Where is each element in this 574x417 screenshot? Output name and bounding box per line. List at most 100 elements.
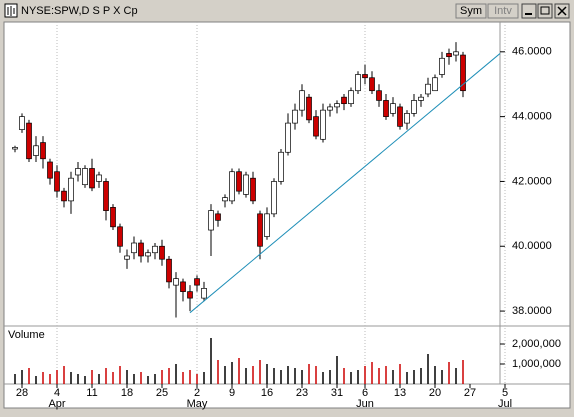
candle-body: [341, 96, 347, 105]
y-tick-label: 38.0000: [512, 305, 552, 317]
window-title: NYSE:SPW,D S P X Cp: [21, 5, 138, 17]
candle-body: [390, 103, 396, 114]
x-tick-label: 18: [121, 387, 133, 399]
candle-body: [194, 278, 200, 286]
trendline: [189, 53, 501, 314]
candle-body: [313, 116, 319, 137]
candle-body: [47, 161, 53, 179]
candle-body: [208, 210, 214, 231]
maximize-glyph: [540, 6, 550, 15]
candle-body: [222, 197, 228, 202]
candle-body: [19, 116, 25, 130]
candle-body: [334, 103, 340, 108]
candle-body: [12, 147, 18, 150]
volume-tick-label: 2,000,000: [512, 338, 561, 350]
minimize-button[interactable]: [521, 3, 537, 19]
candle-body: [418, 96, 424, 101]
chart-area: [3, 21, 571, 409]
candle-body: [320, 109, 326, 140]
x-tick-label: 27: [464, 387, 476, 399]
candle-body: [159, 245, 165, 260]
volume-tick-label: 1,000,000: [512, 358, 561, 370]
x-tick-label: 28: [16, 387, 28, 399]
candle-body: [432, 77, 438, 92]
candle-body: [285, 122, 291, 153]
y-tick-label: 44.0000: [512, 111, 552, 123]
candle-body: [229, 171, 235, 202]
sym-button[interactable]: [455, 3, 487, 19]
candle-body: [425, 83, 431, 95]
candle-body: [201, 288, 207, 299]
intv-button-label[interactable]: Intv: [494, 5, 512, 17]
candle-body: [187, 291, 193, 299]
candle-body: [292, 109, 298, 124]
candle-body: [215, 213, 221, 221]
month-label: Jun: [356, 398, 374, 410]
sym-button-label[interactable]: Sym: [460, 5, 482, 17]
close-glyph: [557, 6, 567, 16]
candle-body: [439, 57, 445, 75]
candle-body: [75, 168, 81, 176]
candle-body: [166, 258, 172, 283]
candle-body: [264, 213, 270, 237]
candle-body: [89, 168, 95, 189]
intv-button[interactable]: [487, 3, 519, 19]
candle-body: [61, 190, 67, 202]
candle-body: [299, 90, 305, 111]
candle-body: [306, 96, 312, 121]
candle-body: [278, 151, 284, 182]
x-tick-label: 6: [362, 387, 368, 399]
candle-body: [376, 90, 382, 101]
candle-body: [103, 181, 109, 211]
candle-body: [404, 113, 410, 124]
candle-body: [117, 226, 123, 247]
maximize-button[interactable]: [537, 3, 553, 19]
x-tick-label: 25: [156, 387, 168, 399]
app-icon-glyph: [7, 6, 15, 16]
candle-body: [257, 213, 263, 247]
candle-body: [355, 74, 361, 92]
candle-body: [54, 171, 60, 192]
candle-body: [327, 106, 333, 111]
candle-body: [124, 255, 130, 260]
candle-body: [68, 177, 74, 202]
candle-body: [26, 122, 32, 160]
candle-body: [236, 171, 242, 192]
candle-body: [362, 74, 368, 79]
x-tick-label: 20: [429, 387, 441, 399]
y-tick-label: 40.0000: [512, 240, 552, 252]
month-label: Apr: [48, 398, 65, 410]
candle-body: [180, 281, 186, 292]
candle-body: [33, 145, 39, 156]
month-label: Jul: [498, 398, 512, 410]
x-tick-label: 13: [394, 387, 406, 399]
month-label: May: [187, 398, 208, 410]
x-tick-label: 4: [54, 387, 60, 399]
candle-body: [138, 242, 144, 257]
x-tick-label: 5: [502, 387, 508, 399]
x-tick-label: 16: [261, 387, 273, 399]
candle-body: [173, 278, 179, 286]
x-tick-label: 11: [86, 387, 97, 399]
x-tick-label: 31: [331, 387, 343, 399]
candle-body: [96, 174, 102, 182]
candle-body: [453, 51, 459, 56]
title-bar: [2, 2, 572, 20]
x-tick-label: 23: [296, 387, 308, 399]
candle-body: [383, 100, 389, 117]
candle-body: [110, 207, 116, 228]
candle-body: [369, 77, 375, 92]
candle-body: [271, 181, 277, 215]
candle-body: [145, 252, 151, 257]
candle-body: [82, 168, 88, 186]
candle-body: [243, 174, 249, 195]
candle-body: [460, 54, 466, 92]
candle-body: [40, 142, 46, 160]
candle-body: [397, 106, 403, 127]
candle-body: [131, 242, 137, 254]
candle-body: [152, 245, 158, 254]
candle-body: [446, 53, 452, 58]
x-tick-label: 9: [229, 387, 235, 399]
volume-label: Volume: [8, 329, 45, 341]
